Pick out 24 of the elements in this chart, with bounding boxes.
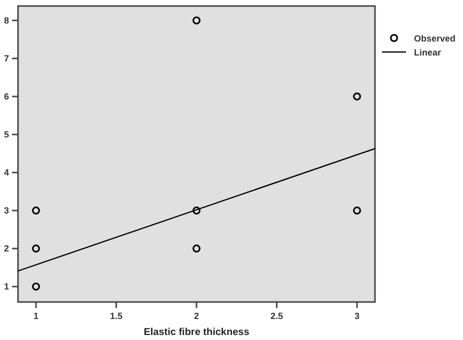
y-tick-label: 5: [4, 129, 9, 140]
x-tick-label: 1.5: [110, 311, 122, 321]
point: [32, 244, 40, 253]
x-tick-label: 2.5: [270, 311, 284, 321]
x-tick-label: 1: [33, 311, 38, 321]
legend-label: Linear: [414, 48, 442, 58]
point: [192, 244, 200, 253]
point: [192, 16, 200, 24]
point: [192, 206, 200, 215]
point: [353, 92, 362, 100]
legend-label: Observed: [414, 34, 456, 44]
y-tick-label: 8: [4, 15, 9, 26]
point: [32, 282, 40, 291]
x-tick-label: 3: [354, 311, 360, 321]
y-tick-label: 6: [4, 91, 9, 102]
x-tick-label: 2: [194, 311, 200, 321]
x-axis-title: Elastic fibre thickness: [144, 327, 250, 338]
y-tick-label: 4: [4, 168, 9, 178]
y-tick-label: 7: [4, 53, 9, 64]
point: [32, 206, 40, 215]
y-tick-label: 1: [4, 282, 9, 292]
y-tick-label: 2: [4, 244, 9, 254]
point: [353, 206, 362, 215]
y-tick-label: 3: [4, 206, 9, 216]
